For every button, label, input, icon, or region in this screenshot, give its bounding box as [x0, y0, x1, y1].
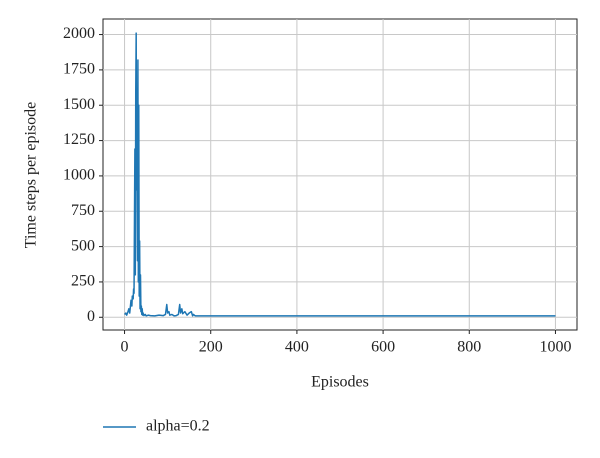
x-tick-label: 0 [121, 339, 129, 356]
x-tick-label: 1000 [539, 339, 571, 356]
y-tick-label: 1750 [63, 61, 95, 78]
legend-label: alpha=0.2 [146, 418, 210, 435]
x-tick-label: 200 [199, 339, 223, 356]
y-tick-label: 1250 [63, 131, 95, 148]
y-axis-label: Time steps per episode [23, 102, 40, 249]
y-tick-label: 250 [71, 273, 95, 290]
plot-frame [102, 18, 578, 331]
x-axis-label: Episodes [311, 374, 369, 391]
y-tick-label: 500 [71, 237, 95, 254]
y-tick-label: 0 [87, 308, 95, 325]
y-tick-label: 1000 [63, 167, 95, 184]
data-line [123, 32, 556, 317]
x-tick-label: 800 [457, 339, 481, 356]
y-tick-label: 750 [71, 202, 95, 219]
y-tick-label: 1500 [63, 96, 95, 113]
x-tick-label: 600 [371, 339, 395, 356]
y-tick-label: 2000 [63, 25, 95, 42]
x-tick-label: 400 [285, 339, 309, 356]
grid [103, 19, 577, 330]
